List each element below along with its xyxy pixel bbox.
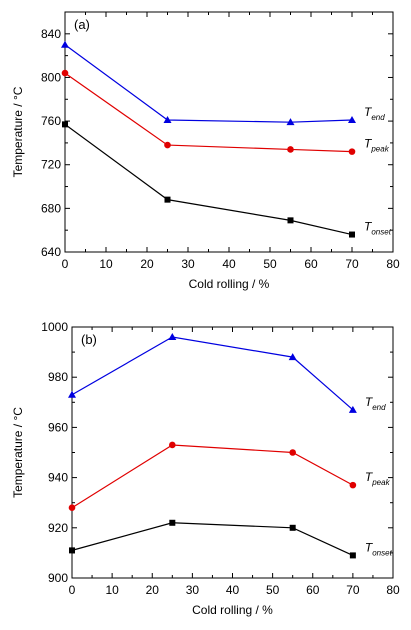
y-tick-label: 800 (41, 70, 61, 84)
x-tick-label: 0 (69, 583, 76, 597)
series-line-onset (64, 123, 353, 236)
data-point-peak (287, 146, 294, 153)
series-label-subscript: onset (372, 548, 392, 557)
series-label-onset: Tonset (365, 540, 393, 557)
y-tick-label: 680 (41, 201, 61, 215)
series-label-subscript: peak (371, 478, 390, 487)
x-tick-label: 70 (345, 257, 359, 271)
x-tick-label: 10 (105, 583, 119, 597)
series-label-subscript: onset (371, 228, 391, 237)
data-point-peak (348, 148, 356, 155)
data-point-end (286, 118, 295, 126)
x-tick-label: 30 (181, 257, 195, 271)
data-point-end (348, 116, 356, 123)
series-label-onset: Tonset (364, 220, 392, 237)
series-label-symbol: T (364, 105, 373, 119)
y-tick-label: 900 (48, 571, 68, 585)
x-tick-label: 60 (304, 257, 318, 271)
panel-b: 0 10 20 30 40 50 60 70 80 900 920 940 960 980 1000 Cold… (11, 320, 400, 617)
series-label-symbol: T (365, 395, 374, 409)
series-label-subscript: end (371, 113, 385, 122)
y-tick-label: 920 (48, 521, 68, 535)
panel-a: 0 10 20 30 40 50 60 70 80 640 680 720 760 800 840 Cold … (11, 11, 400, 291)
data-point-peak (68, 504, 76, 512)
plot-frame (64, 11, 394, 253)
x-tick-label: 20 (140, 257, 154, 271)
y-tick-label: 940 (48, 471, 68, 485)
x-tick-label: 30 (186, 583, 200, 597)
series-label-subscript: peak (370, 145, 389, 154)
y-tick-label: 760 (41, 114, 61, 128)
series-label-symbol: T (364, 220, 373, 234)
series-label-symbol: T (365, 540, 374, 554)
x-tick-label: 40 (222, 257, 236, 271)
data-point-end (168, 333, 177, 341)
series-label-peak: Tpeak (365, 470, 391, 487)
data-point-onset (69, 547, 75, 554)
series-line-end (71, 336, 354, 411)
y-tick-label: 960 (48, 420, 68, 434)
data-point-peak (349, 481, 357, 489)
plot-frame (71, 326, 394, 579)
data-point-onset (289, 524, 296, 531)
series-label-end: Tend (365, 395, 386, 412)
series-label-symbol: T (365, 470, 374, 484)
y-axis-label: Temperature / °C (11, 86, 25, 177)
x-tick-label: 0 (62, 257, 69, 271)
y-tick-label: 720 (41, 158, 61, 172)
data-point-peak (164, 141, 171, 149)
series-line-onset (71, 522, 354, 556)
x-tick-label: 80 (386, 257, 400, 271)
series-label-end: Tend (364, 105, 385, 122)
data-point-peak (169, 441, 176, 449)
data-point-onset (287, 217, 294, 224)
x-axis-label: Cold rolling / % (189, 277, 270, 291)
series-label-subscript: end (372, 403, 386, 412)
x-tick-label: 40 (226, 583, 240, 597)
series-line-peak (71, 444, 354, 509)
x-tick-label: 70 (346, 583, 360, 597)
data-point-onset (164, 196, 171, 203)
data-point-end (348, 405, 357, 413)
data-point-onset (349, 552, 356, 559)
data-point-end (68, 390, 76, 398)
x-tick-label: 80 (386, 583, 400, 597)
x-tick-label: 50 (263, 257, 277, 271)
series-line-peak (64, 72, 353, 153)
panel-label: (a) (74, 17, 90, 32)
y-tick-label: 640 (41, 245, 61, 259)
x-tick-label: 50 (266, 583, 280, 597)
panel-label: (b) (81, 332, 97, 347)
data-point-onset (169, 519, 176, 526)
y-axis-label: Temperature / °C (11, 407, 25, 498)
data-point-end (61, 40, 69, 48)
x-tick-label: 60 (306, 583, 320, 597)
x-tick-label: 10 (99, 257, 113, 271)
data-point-onset (62, 121, 68, 128)
y-tick-label: 980 (48, 370, 68, 384)
data-point-onset (349, 231, 355, 238)
y-tick-label: 840 (41, 27, 61, 41)
data-point-peak (61, 69, 69, 77)
x-axis-label: Cold rolling / % (192, 603, 273, 617)
data-point-end (163, 116, 172, 123)
data-point-peak (289, 449, 296, 456)
x-tick-label: 20 (146, 583, 160, 597)
data-point-end (288, 353, 297, 361)
series-label-symbol: T (364, 137, 373, 151)
series-label-peak: Tpeak (364, 137, 390, 154)
y-tick-label: 1000 (41, 320, 68, 334)
series-line-end (64, 44, 353, 123)
